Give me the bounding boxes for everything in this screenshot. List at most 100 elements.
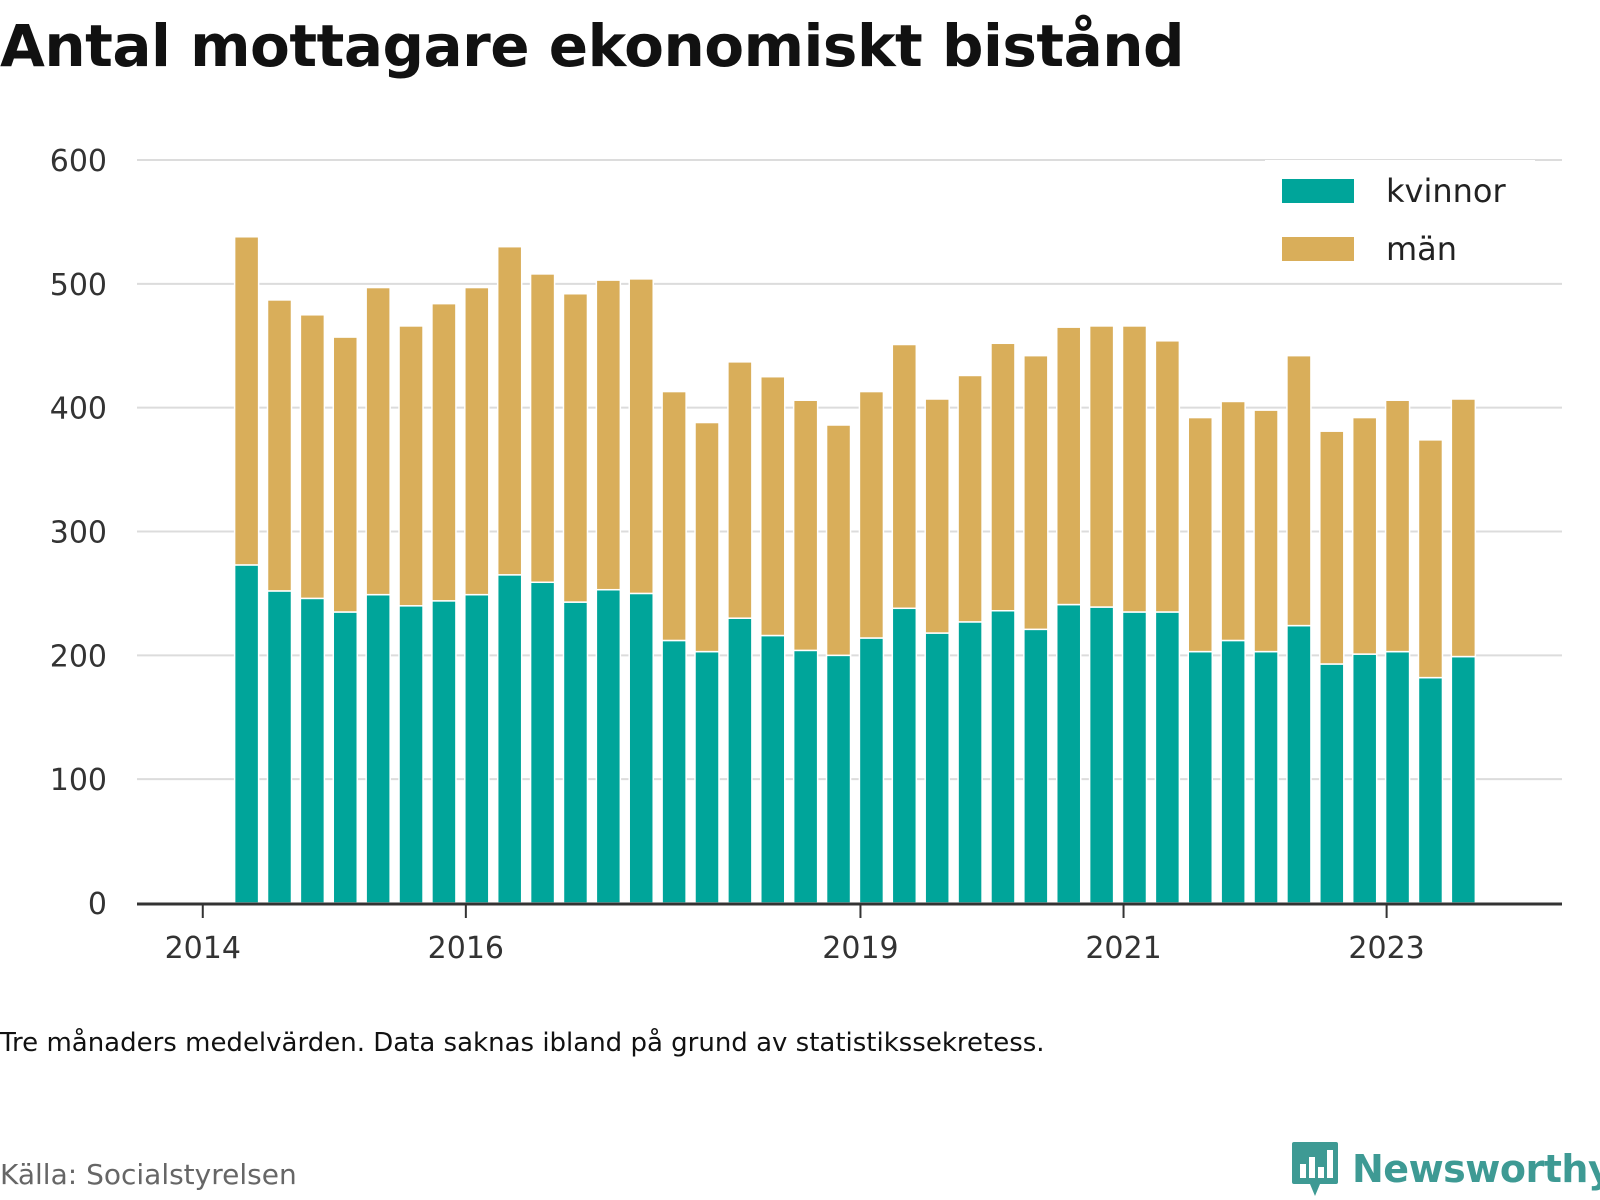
- y-tick-label: 400: [50, 392, 107, 427]
- bar-kvinnor: [1417, 676, 1444, 904]
- bar-kvinnor: [1187, 650, 1214, 904]
- bar-män: [1023, 354, 1049, 631]
- bar-män: [760, 375, 786, 637]
- x-tick-label: 2014: [165, 931, 241, 966]
- y-tick-label: 100: [50, 763, 107, 798]
- legend-swatch-män: [1282, 237, 1354, 261]
- bar-kvinnor: [266, 590, 293, 904]
- logo-text: Newsworthy: [1352, 1147, 1600, 1191]
- bar-män: [365, 286, 391, 596]
- y-tick-label: 300: [50, 516, 107, 551]
- bar-kvinnor: [825, 654, 852, 904]
- bar-kvinnor: [496, 574, 523, 904]
- bar-män: [1154, 340, 1181, 613]
- bar-män: [1351, 416, 1378, 655]
- legend-label-män: män: [1386, 230, 1457, 268]
- bar-kvinnor: [1154, 611, 1181, 904]
- bar-män: [1121, 325, 1148, 613]
- legend: kvinnor män: [1265, 160, 1535, 282]
- bar-kvinnor: [332, 611, 359, 904]
- bar-kvinnor: [1121, 611, 1148, 904]
- bar-kvinnor: [891, 607, 918, 904]
- bar-kvinnor: [1023, 628, 1049, 904]
- chart-note: Tre månaders medelvärden. Data saknas ib…: [0, 1028, 1045, 1058]
- bar-män: [529, 273, 556, 584]
- bar-män: [1286, 354, 1312, 627]
- bars: [233, 236, 1477, 904]
- bar-kvinnor: [233, 564, 260, 904]
- bar-män: [1055, 326, 1082, 606]
- bar-män: [957, 374, 983, 623]
- bar-män: [792, 399, 819, 652]
- bar-kvinnor: [1088, 606, 1115, 904]
- source-label: Källa: Socialstyrelsen: [0, 1158, 297, 1191]
- y-tick-label: 0: [88, 887, 107, 922]
- bar-kvinnor: [1384, 650, 1411, 904]
- bar-kvinnor: [924, 632, 950, 904]
- bar-män: [266, 299, 293, 592]
- bar-män: [1319, 430, 1345, 665]
- y-tick-label: 200: [50, 639, 107, 674]
- bar-kvinnor: [858, 637, 885, 904]
- bar-kvinnor: [760, 634, 786, 904]
- bar-kvinnor: [1286, 624, 1312, 904]
- y-tick-label: 500: [50, 268, 107, 303]
- bar-män: [299, 314, 326, 600]
- newsworthy-logo: Newsworthy: [1290, 1140, 1600, 1198]
- bar-kvinnor: [365, 593, 391, 904]
- bar-män: [431, 302, 457, 602]
- bar-kvinnor: [727, 617, 753, 904]
- bar-män: [562, 292, 589, 603]
- bar-män: [694, 421, 720, 653]
- bar-män: [332, 336, 359, 613]
- bar-kvinnor: [562, 601, 589, 904]
- x-tick-label: 2023: [1348, 931, 1424, 966]
- bar-män: [595, 279, 622, 591]
- bar-män: [1384, 399, 1411, 653]
- bar-kvinnor: [595, 588, 622, 904]
- bar-män: [825, 424, 852, 657]
- bar-kvinnor: [1351, 653, 1378, 904]
- legend-swatch-kvinnor: [1282, 179, 1354, 203]
- newsworthy-logo-icon: [1292, 1142, 1338, 1196]
- bar-kvinnor: [464, 593, 490, 904]
- y-axis: 0 100 200 300 400 500 600: [50, 144, 107, 922]
- bar-kvinnor: [1055, 603, 1082, 904]
- bar-män: [661, 390, 687, 642]
- bar-kvinnor: [990, 610, 1016, 904]
- x-tick-label: 2019: [822, 931, 898, 966]
- bar-kvinnor: [1253, 650, 1279, 904]
- bar-kvinnor: [398, 605, 424, 904]
- x-axis: 2014 2016 2019 2021 2023: [137, 902, 1562, 966]
- bar-kvinnor: [1220, 639, 1246, 904]
- bar-män: [233, 236, 260, 566]
- bar-kvinnor: [529, 581, 556, 904]
- x-tick-label: 2016: [428, 931, 504, 966]
- x-tick-label: 2021: [1085, 931, 1161, 966]
- chart-title: Antal mottagare ekonomiskt bistånd: [0, 12, 1185, 80]
- bar-kvinnor: [792, 649, 819, 904]
- bar-män: [398, 325, 424, 607]
- bar-män: [1187, 416, 1214, 653]
- bar-män: [1450, 398, 1477, 658]
- bar-kvinnor: [628, 592, 654, 904]
- bar-män: [990, 342, 1016, 612]
- bar-kvinnor: [661, 639, 687, 904]
- bar-kvinnor: [431, 600, 457, 904]
- legend-label-kvinnor: kvinnor: [1386, 172, 1507, 210]
- bar-män: [1417, 439, 1444, 679]
- bar-kvinnor: [1319, 663, 1345, 904]
- bar-män: [1088, 325, 1115, 608]
- chart-area: 0 100 200 300 400 500 600 2014 2016 2019 2021 2023…: [50, 144, 1562, 966]
- bar-kvinnor: [1450, 655, 1477, 904]
- bar-män: [727, 361, 753, 619]
- bar-män: [1220, 400, 1246, 642]
- bar-kvinnor: [957, 621, 983, 904]
- bar-män: [496, 245, 523, 576]
- bar-män: [891, 343, 918, 610]
- bar-män: [464, 286, 490, 596]
- bar-män: [628, 278, 654, 595]
- bar-kvinnor: [694, 650, 720, 904]
- bar-män: [924, 398, 950, 634]
- bar-män: [858, 390, 885, 639]
